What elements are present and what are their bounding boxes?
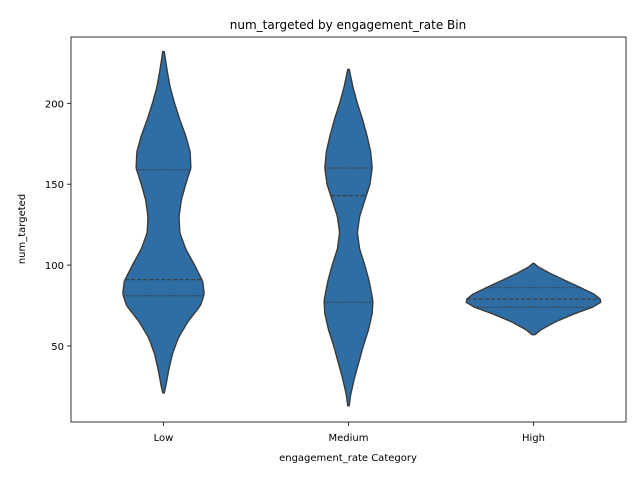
x-tick-label: Medium (329, 433, 369, 444)
x-axis: Low Medium High (154, 422, 545, 444)
violin-layer (122, 50, 602, 407)
x-tick-label: Low (154, 433, 174, 444)
violin-low (122, 50, 205, 394)
x-axis-label: engagement_rate Category (279, 453, 417, 464)
violin-body (323, 68, 374, 407)
y-tick-label: 100 (45, 261, 64, 272)
y-axis: 50 100 150 200 (45, 99, 71, 353)
chart-title: num_targeted by engagement_rate Bin (230, 18, 466, 32)
y-tick-label: 200 (45, 99, 64, 110)
violin-body (122, 50, 205, 394)
x-tick-label: High (522, 433, 545, 444)
y-tick-label: 50 (51, 342, 64, 353)
violin-medium (323, 68, 374, 407)
violin-high (465, 262, 602, 336)
y-tick-label: 150 (45, 180, 64, 191)
y-axis-label: num_targeted (17, 194, 28, 264)
